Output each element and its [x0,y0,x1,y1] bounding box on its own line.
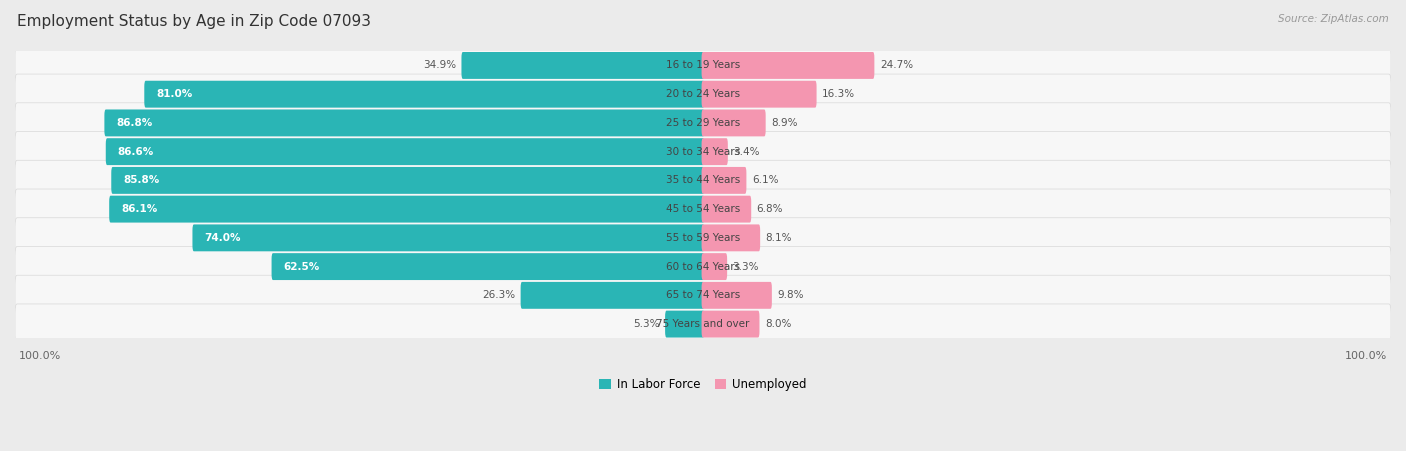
FancyBboxPatch shape [15,189,1391,229]
Text: 86.6%: 86.6% [118,147,153,156]
FancyBboxPatch shape [702,225,761,251]
Text: 8.0%: 8.0% [765,319,792,329]
Text: Employment Status by Age in Zip Code 07093: Employment Status by Age in Zip Code 070… [17,14,371,28]
FancyBboxPatch shape [702,167,747,194]
Text: 25 to 29 Years: 25 to 29 Years [666,118,740,128]
FancyBboxPatch shape [702,311,759,337]
FancyBboxPatch shape [15,247,1391,287]
Text: 6.1%: 6.1% [752,175,779,185]
Text: 8.1%: 8.1% [766,233,792,243]
FancyBboxPatch shape [702,196,751,223]
Text: 74.0%: 74.0% [204,233,240,243]
Text: 20 to 24 Years: 20 to 24 Years [666,89,740,99]
FancyBboxPatch shape [702,253,727,280]
FancyBboxPatch shape [702,52,875,79]
Text: 86.1%: 86.1% [121,204,157,214]
Legend: In Labor Force, Unemployed: In Labor Force, Unemployed [595,373,811,396]
FancyBboxPatch shape [193,225,704,251]
FancyBboxPatch shape [110,196,704,223]
Text: 3.3%: 3.3% [733,262,759,272]
FancyBboxPatch shape [15,160,1391,201]
Text: 8.9%: 8.9% [770,118,797,128]
Text: 86.8%: 86.8% [117,118,152,128]
Text: 62.5%: 62.5% [284,262,319,272]
Text: 26.3%: 26.3% [482,290,515,300]
Text: 100.0%: 100.0% [1346,350,1388,360]
FancyBboxPatch shape [15,304,1391,344]
Text: 55 to 59 Years: 55 to 59 Years [666,233,740,243]
FancyBboxPatch shape [105,138,704,165]
Text: 65 to 74 Years: 65 to 74 Years [666,290,740,300]
FancyBboxPatch shape [520,282,704,309]
Text: 100.0%: 100.0% [18,350,60,360]
Text: 3.4%: 3.4% [734,147,759,156]
Text: 60 to 64 Years: 60 to 64 Years [666,262,740,272]
Text: 5.3%: 5.3% [633,319,659,329]
FancyBboxPatch shape [702,110,766,136]
FancyBboxPatch shape [461,52,704,79]
FancyBboxPatch shape [111,167,704,194]
Text: 45 to 54 Years: 45 to 54 Years [666,204,740,214]
Text: 16 to 19 Years: 16 to 19 Years [666,60,740,70]
Text: Source: ZipAtlas.com: Source: ZipAtlas.com [1278,14,1389,23]
FancyBboxPatch shape [15,132,1391,172]
FancyBboxPatch shape [15,218,1391,258]
FancyBboxPatch shape [145,81,704,108]
FancyBboxPatch shape [702,282,772,309]
Text: 9.8%: 9.8% [778,290,804,300]
FancyBboxPatch shape [15,103,1391,143]
Text: 35 to 44 Years: 35 to 44 Years [666,175,740,185]
Text: 24.7%: 24.7% [880,60,912,70]
FancyBboxPatch shape [271,253,704,280]
Text: 34.9%: 34.9% [423,60,456,70]
FancyBboxPatch shape [665,311,704,337]
Text: 16.3%: 16.3% [823,89,855,99]
Text: 30 to 34 Years: 30 to 34 Years [666,147,740,156]
Text: 85.8%: 85.8% [122,175,159,185]
FancyBboxPatch shape [104,110,704,136]
FancyBboxPatch shape [15,46,1391,86]
FancyBboxPatch shape [15,74,1391,114]
FancyBboxPatch shape [702,138,728,165]
FancyBboxPatch shape [15,275,1391,315]
Text: 75 Years and over: 75 Years and over [657,319,749,329]
Text: 81.0%: 81.0% [156,89,193,99]
Text: 6.8%: 6.8% [756,204,783,214]
FancyBboxPatch shape [702,81,817,108]
